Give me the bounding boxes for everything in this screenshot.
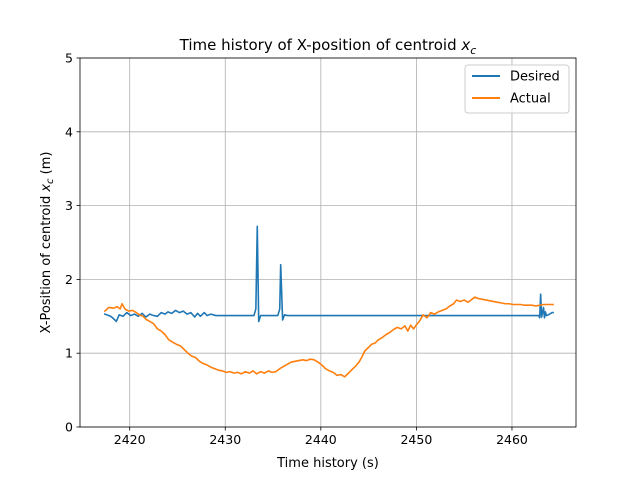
y-tick-label: 5 [65, 51, 73, 66]
y-tick-label: 2 [65, 272, 73, 287]
series-line-actual [103, 296, 554, 378]
x-tick-label: 2440 [305, 432, 337, 447]
y-axis-label: X-Position of centroid xc (m) [39, 151, 56, 333]
x-tick-label: 2450 [400, 432, 432, 447]
axis-ticks: 2420 2430 2440 2450 2460 0 1 2 3 4 5 [65, 51, 528, 448]
series-line-desired [103, 225, 554, 323]
chart-title: Time history of X-position of centroid x… [179, 36, 477, 57]
x-tick-label: 2460 [496, 432, 528, 447]
x-axis-label: Time history (s) [276, 456, 379, 471]
x-tick-label: 2420 [114, 432, 146, 447]
y-tick-label: 3 [65, 198, 73, 213]
legend-desired-label: Desired [510, 70, 560, 85]
legend-actual-label: Actual [510, 92, 551, 107]
x-tick-label: 2430 [209, 432, 241, 447]
series-lines [103, 225, 554, 378]
y-tick-label: 1 [65, 346, 73, 361]
y-tick-label: 0 [65, 420, 73, 435]
y-tick-label: 4 [65, 124, 73, 139]
plot-frame [79, 57, 577, 428]
legend: Desired Actual [464, 64, 570, 114]
